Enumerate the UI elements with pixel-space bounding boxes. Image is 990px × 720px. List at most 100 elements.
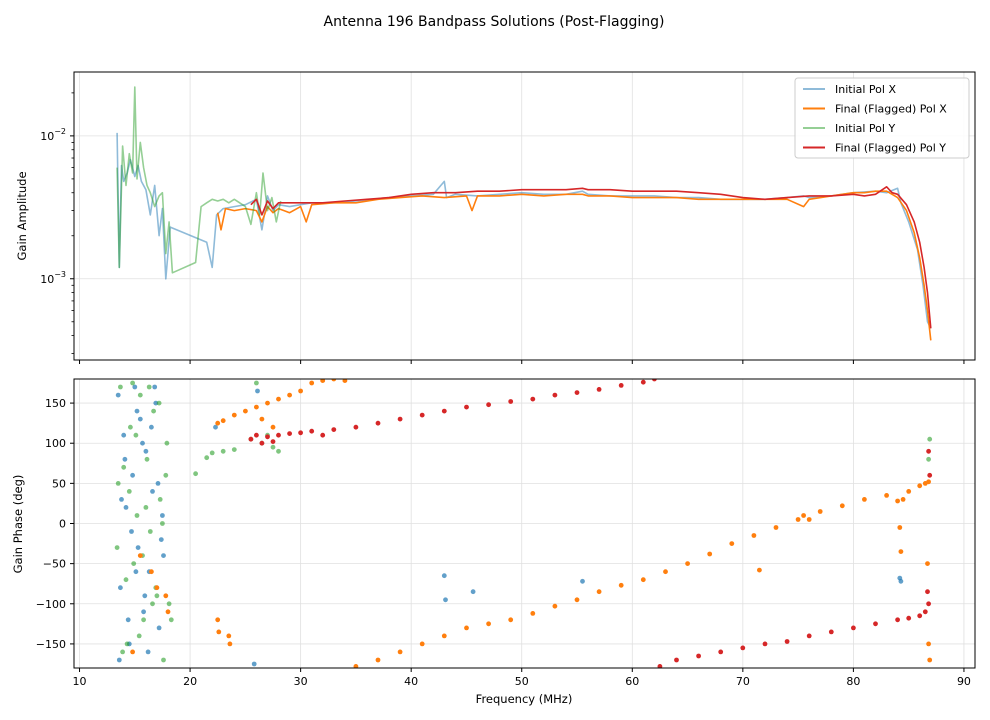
phase-point [114,545,120,550]
phase-point [917,483,923,489]
phase-point [801,513,806,518]
phase-point [464,625,469,631]
phase-point [149,424,154,430]
phase-point [134,408,140,414]
phase-point [508,399,514,404]
phase-point [580,578,585,584]
phase-point [150,601,155,607]
phase-point [596,387,602,392]
phase-y-tick-label: 150 [45,397,66,410]
phase-point [131,561,137,566]
phase-y-tick-label: 50 [52,477,66,490]
phase-point [784,639,790,644]
phase-x-tick-label: 80 [846,675,860,688]
phase-point [806,633,812,639]
phase-point [298,430,303,436]
phase-point [115,392,121,398]
phase-point [926,641,931,647]
phase-x-tick-label: 40 [404,675,418,688]
phase-point [265,400,270,406]
phase-point [751,533,757,538]
phase-point [145,649,151,655]
phase-point [895,498,900,504]
phase-point [220,448,226,454]
phase-point [147,529,153,534]
phase-panel: 10 20 30 40 50 60 70 80 90 −150 −100 −50 0 50 100 150 G… [11,378,976,706]
phase-point [441,633,447,639]
phase-point [397,416,403,422]
phase-point [158,537,164,542]
phase-point [227,641,233,647]
phase-point [243,408,248,414]
phase-point [464,404,469,410]
phase-x-axis-label: Frequency (MHz) [476,692,573,706]
phase-grid [74,379,975,668]
phase-point [115,481,121,486]
phase-point [254,404,259,410]
phase-x-tick-label: 70 [736,675,750,688]
phase-point [130,380,136,386]
phase-point [142,593,148,599]
phase-point [276,448,281,454]
phase-point [231,447,237,452]
phase-point [133,569,139,575]
phase-point [151,408,157,414]
phase-point [161,553,166,558]
phase-point [927,472,933,478]
phase-point [118,384,123,390]
phase-x-tick-label: 30 [294,675,308,688]
phase-point [255,388,260,394]
phase-point [123,505,129,510]
phase-point [331,427,337,432]
phase-y-tick-label: −150 [36,638,66,651]
phase-point [129,529,134,534]
phase-point [851,625,856,631]
phase-ticks: 10 20 30 40 50 60 70 80 90 −150 −100 −50 0 50 100 150 [36,397,971,688]
phase-point [133,432,139,438]
phase-point [419,641,425,647]
phase-point [640,577,646,583]
phase-point [530,611,536,616]
phase-point [265,434,270,440]
phase-point [132,384,138,390]
phase-point [552,392,558,398]
phase-point [134,513,140,518]
phase-point [298,388,303,394]
phase-point [231,412,237,418]
phase-point [168,617,174,623]
phase-point [154,593,160,599]
phase-point [213,424,218,430]
phase-point [154,585,160,591]
phase-point [927,657,933,663]
phase-point [657,664,663,668]
phase-point [640,379,646,385]
phase-point [926,479,931,485]
phase-point [141,617,147,623]
phase-point [795,517,801,522]
phase-point [397,649,403,655]
phase-point [270,439,276,444]
phase-point [248,436,254,442]
phase-point [375,657,381,663]
phase-point [353,664,359,668]
phase-point [164,440,170,446]
legend-box [794,77,970,159]
phase-point [898,549,904,554]
phase-point [320,432,326,438]
phase-point [740,645,746,651]
phase-point [270,424,276,430]
phase-point [270,444,276,450]
phase-point [143,448,149,454]
phase-point [209,450,215,456]
phase-point [927,436,933,442]
phase-point [141,609,147,615]
phase-point [926,601,931,607]
amplitude-line-final-y [250,186,932,329]
amplitude-y-tick-label: 10−2 [40,127,66,143]
phase-point [163,472,169,478]
phase-point [121,432,127,438]
phase-point [898,578,904,584]
phase-point [143,505,149,510]
phase-point [353,424,359,430]
amplitude-y-axis-label: Gain Amplitude [15,171,29,260]
